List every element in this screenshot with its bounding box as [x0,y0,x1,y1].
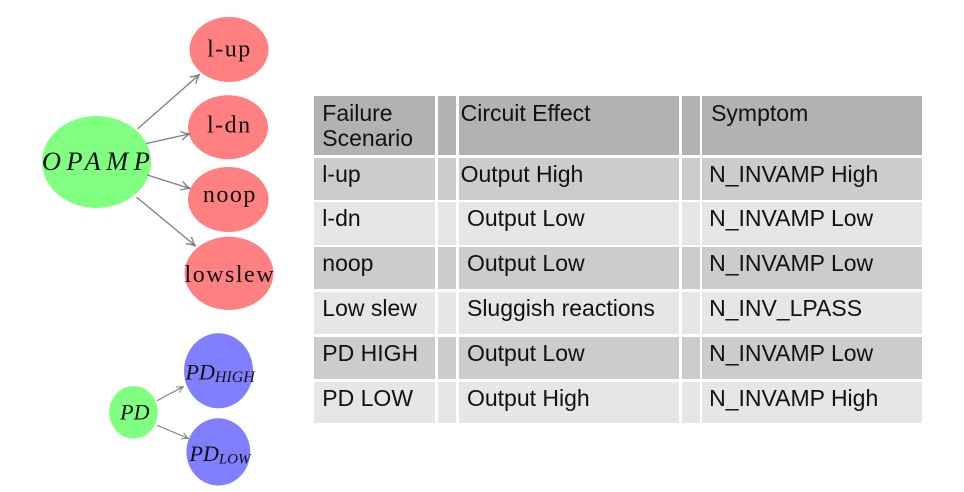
svg-text:lowslew: lowslew [185,262,276,288]
svg-text:PD: PD [119,400,149,425]
svg-text:noop: noop [203,182,257,208]
svg-text:l-dn: l-dn [207,113,252,139]
svg-text:l-up: l-up [207,37,252,63]
svg-text:OPAMP: OPAMP [42,146,155,176]
